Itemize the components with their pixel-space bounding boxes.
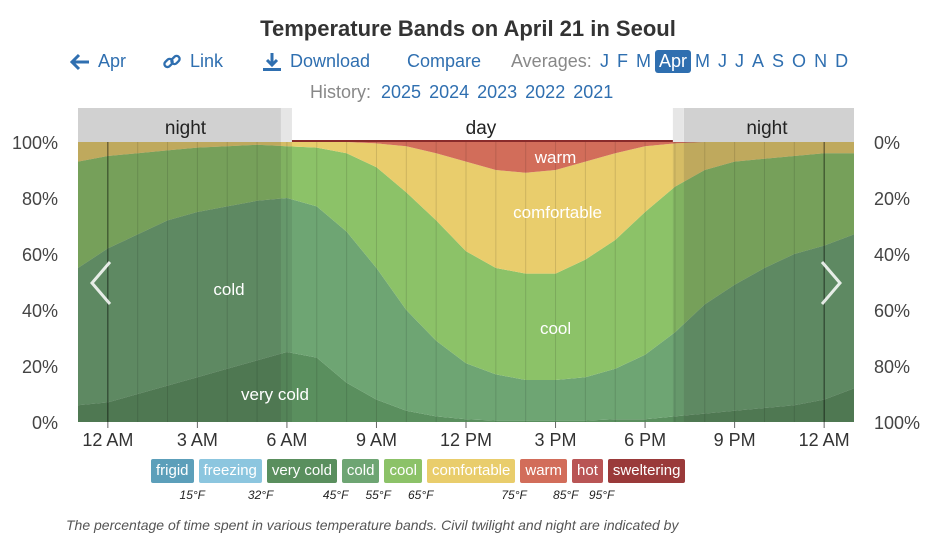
month-5[interactable]: M (695, 51, 711, 71)
x-tick-label: 6 PM (624, 430, 666, 450)
threshold-label: 15°F (179, 488, 205, 502)
page-title: Temperature Bands on April 21 in Seoul (260, 16, 676, 41)
twilight-shade-right (672, 142, 684, 422)
x-tick-label: 9 PM (714, 430, 756, 450)
night-bar-right (683, 108, 854, 142)
legend-sweltering: sweltering (607, 459, 686, 483)
legend: frigid freezing very cold cold cool comfortab… (151, 459, 686, 483)
history-label: History: (310, 82, 372, 102)
download-icon (262, 52, 282, 72)
x-tick-label: 12 PM (440, 430, 492, 450)
month-7[interactable]: J (735, 51, 745, 71)
y-right-tick-label: 20% (874, 189, 910, 209)
temperature-bands-chart: night day night 0% 20% 40% 60% 80% 100% 100% 80% 60… (12, 108, 920, 450)
band-label-very-cold: very cold (241, 385, 309, 404)
footer-caption: The percentage of time spent in various … (66, 517, 679, 533)
download-label: Download (290, 51, 371, 71)
compare-link[interactable]: Compare (407, 51, 481, 72)
band-label-comfortable: comfortable (513, 203, 602, 222)
link-label: Link (190, 51, 224, 71)
legend-frigid: frigid (151, 459, 194, 483)
month-11[interactable]: N (814, 51, 828, 71)
threshold-label: 85°F (553, 488, 579, 502)
x-tick-label: 12 AM (799, 430, 850, 450)
history-row: History: 2025 2024 2023 2022 2021 (310, 82, 613, 103)
link-icon (162, 52, 182, 72)
y-right-tick-label: 40% (874, 245, 910, 265)
compare-label: Compare (407, 51, 482, 71)
history-year-2025[interactable]: 2025 (381, 82, 422, 102)
history-year-2023[interactable]: 2023 (477, 82, 518, 102)
y-left-tick-label: 60% (22, 245, 58, 265)
band-cool (78, 144, 854, 380)
y-left-tick-label: 40% (22, 301, 58, 321)
x-tick-label: 3 PM (535, 430, 577, 450)
legend-warm: warm (520, 459, 568, 483)
band-label-cold: cold (213, 280, 244, 299)
twilight-shade-left (280, 142, 292, 422)
legend-comfortable: comfortable (426, 459, 516, 483)
band-comfortable (78, 142, 854, 274)
month-8[interactable]: A (752, 51, 765, 71)
threshold-label: 75°F (501, 488, 527, 502)
night-bar-left (78, 108, 281, 142)
threshold-label: 45°F (322, 488, 349, 502)
y-right-tick-label: 80% (874, 357, 910, 377)
month-4[interactable]: Apr (655, 50, 692, 73)
x-tick-label: 9 AM (356, 430, 397, 450)
threshold-label: 55°F (365, 488, 391, 502)
threshold-label: 65°F (407, 488, 434, 502)
chevron-right-icon[interactable] (820, 261, 842, 305)
month-12[interactable]: D (835, 51, 849, 71)
y-left-tick-label: 80% (22, 189, 58, 209)
link-button[interactable]: Link (162, 51, 223, 72)
x-tick-label: 6 AM (266, 430, 307, 450)
download-button[interactable]: Download (262, 51, 370, 72)
arrow-left-icon (70, 53, 90, 71)
day-label: day (466, 118, 497, 139)
y-right-tick-label: 0% (874, 133, 900, 153)
month-3[interactable]: M (636, 51, 651, 71)
night-shade-right (683, 142, 854, 422)
legend-freezing: freezing (198, 459, 262, 483)
month-selector: J F M Apr M J J A S O N D (596, 50, 852, 73)
month-6[interactable]: J (718, 51, 728, 71)
y-right-tick-label: 100% (874, 413, 920, 433)
month-2[interactable]: F (617, 51, 628, 71)
legend-hot: hot (572, 459, 603, 483)
month-1[interactable]: J (600, 51, 609, 71)
legend-very-cold: very cold (266, 459, 337, 483)
threshold-label: 95°F (588, 488, 615, 502)
history-year-2022[interactable]: 2022 (525, 82, 566, 102)
y-left-tick-label: 0% (32, 413, 58, 433)
band-cold (78, 198, 854, 421)
band-warm (78, 142, 854, 173)
night-shade-left (78, 142, 281, 422)
averages-label: Averages: (511, 51, 592, 71)
y-right-tick-label: 60% (874, 301, 910, 321)
night-label-left: night (165, 118, 207, 139)
legend-cool: cool (384, 459, 422, 483)
x-tick-label: 3 AM (177, 430, 218, 450)
prev-month-label: Apr (98, 51, 127, 71)
month-9[interactable]: S (772, 51, 785, 71)
prev-month-link[interactable]: Apr (70, 51, 126, 72)
twilight-bar-right (672, 108, 684, 142)
y-left-tick-label: 100% (12, 133, 58, 153)
night-label-right: night (746, 118, 788, 139)
month-10[interactable]: O (792, 51, 807, 71)
band-label-warm: warm (534, 148, 577, 167)
band-very-cold (78, 352, 854, 422)
y-left-tick-label: 20% (22, 357, 58, 377)
x-tick-label: 12 AM (82, 430, 133, 450)
twilight-bar-left (280, 108, 292, 142)
legend-cold: cold (341, 459, 380, 483)
band-label-cool: cool (540, 319, 571, 338)
history-year-2024[interactable]: 2024 (429, 82, 470, 102)
chevron-left-icon[interactable] (90, 261, 112, 305)
threshold-label: 32°F (247, 488, 274, 502)
history-year-2021[interactable]: 2021 (573, 82, 614, 102)
